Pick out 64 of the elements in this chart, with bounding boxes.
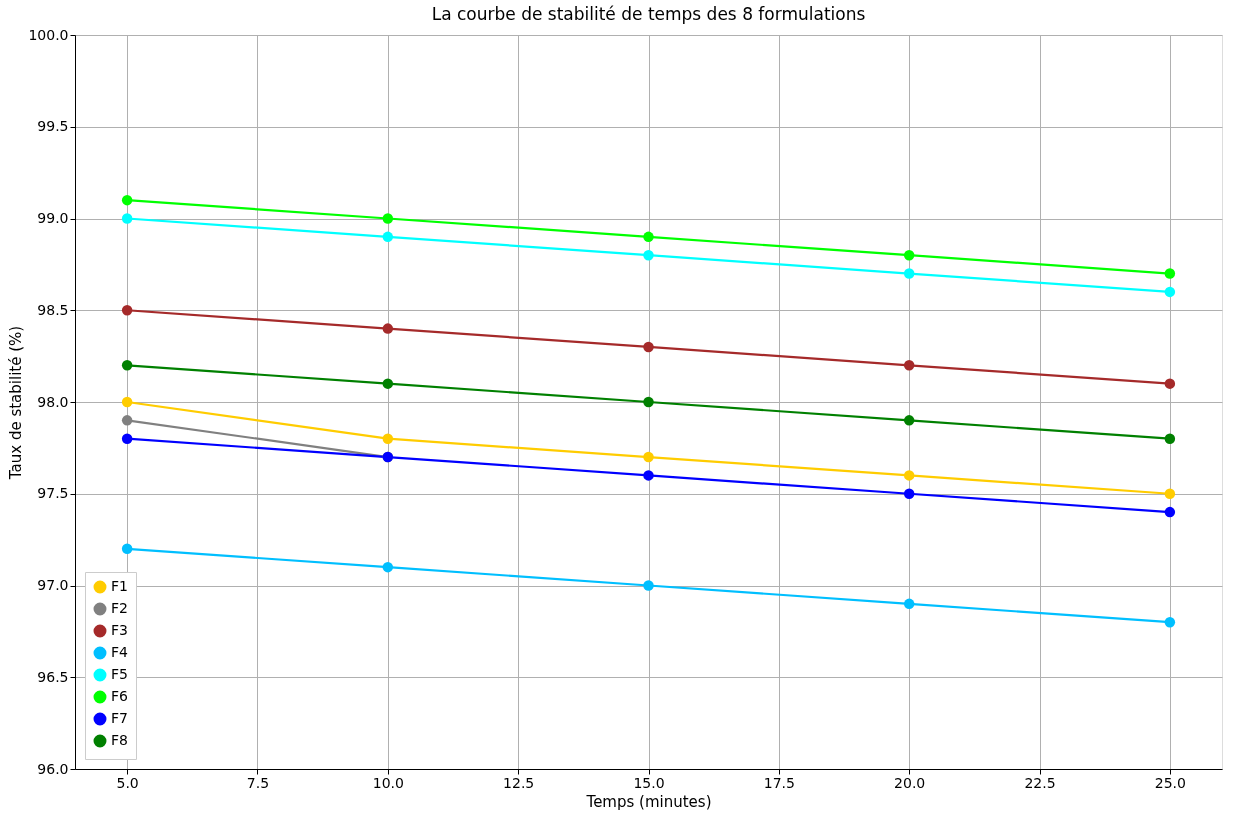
y-tick-label: 100.0 xyxy=(28,26,69,43)
point xyxy=(903,470,915,481)
point xyxy=(903,598,915,610)
legend-label: F8 xyxy=(111,732,128,748)
y-tick-label: 98.0 xyxy=(37,393,69,410)
point xyxy=(643,451,654,463)
x-tick-label: 7.5 xyxy=(246,774,270,791)
point xyxy=(903,268,915,279)
point xyxy=(643,249,654,261)
x-axis-title: Temps (minutes) xyxy=(585,792,712,811)
point xyxy=(643,396,654,408)
legend-label: F5 xyxy=(111,666,128,682)
x-tick-label: 5.0 xyxy=(116,774,139,791)
y-tick-label: 96.5 xyxy=(37,668,69,685)
x-tick-label: 25.0 xyxy=(1154,774,1186,791)
y-axis-title: Taux de stabilité (%) xyxy=(7,325,26,481)
point xyxy=(121,433,133,444)
point xyxy=(1164,506,1176,518)
point xyxy=(1164,616,1176,628)
point xyxy=(382,433,394,444)
point xyxy=(121,305,133,316)
point xyxy=(1164,433,1176,444)
legend-label: F7 xyxy=(111,710,128,726)
point xyxy=(643,580,654,591)
point xyxy=(643,231,654,243)
x-tick-label: 17.5 xyxy=(763,774,795,791)
x-tick-label: 12.5 xyxy=(503,774,535,791)
point xyxy=(382,213,394,224)
point xyxy=(382,378,394,389)
x-tick-label: 20.0 xyxy=(894,774,926,791)
point xyxy=(121,415,133,426)
point xyxy=(1164,286,1176,298)
y-tick-label: 97.5 xyxy=(37,485,69,502)
x-tick-label: 15.0 xyxy=(633,774,665,791)
point xyxy=(121,213,133,224)
point xyxy=(903,360,915,371)
point xyxy=(121,396,133,408)
x-tick-label: 22.5 xyxy=(1024,774,1056,791)
point xyxy=(1164,268,1176,279)
point xyxy=(1164,378,1176,389)
point xyxy=(1164,488,1176,499)
point xyxy=(382,323,394,334)
point xyxy=(382,561,394,573)
point xyxy=(121,360,133,371)
legend-label: F2 xyxy=(111,600,128,616)
point xyxy=(903,488,915,499)
point xyxy=(903,415,915,426)
legend-label: F4 xyxy=(111,644,129,660)
legend-label: F3 xyxy=(111,622,128,638)
point xyxy=(643,341,654,353)
point xyxy=(121,543,133,555)
point xyxy=(121,194,133,206)
chart-title: La courbe de stabilité de temps des 8 formulations xyxy=(431,4,866,24)
y-tick-label: 99.0 xyxy=(37,210,69,226)
y-tick-label: 98.5 xyxy=(37,301,69,318)
legend-label: F1 xyxy=(111,578,128,594)
y-tick-label: 99.5 xyxy=(37,118,69,135)
point xyxy=(382,231,394,243)
legend-label: F6 xyxy=(111,688,129,704)
point xyxy=(903,249,915,261)
point xyxy=(643,470,654,481)
y-tick-label: 96.0 xyxy=(37,760,69,777)
y-tick-label: 97.0 xyxy=(37,577,69,593)
x-tick-label: 10.0 xyxy=(372,774,404,791)
